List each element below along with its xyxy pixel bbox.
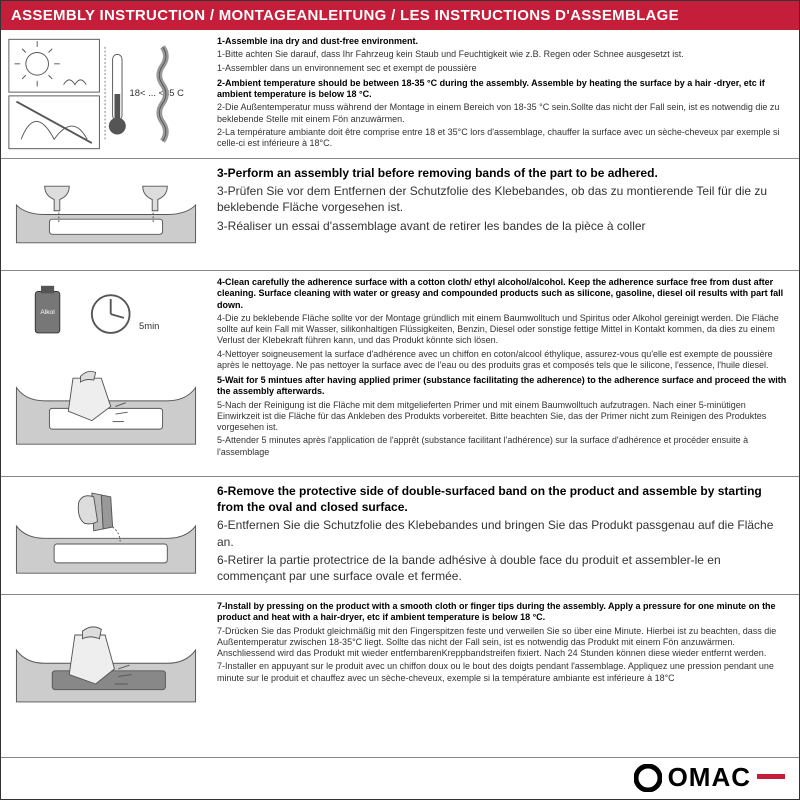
row-step4-5: Alkol 5min 4-Clean carefully the adheren… bbox=[1, 270, 799, 476]
line: 4-Clean carefully the adherence surface … bbox=[217, 277, 789, 311]
wait-label: 5min bbox=[139, 320, 159, 331]
line: 3-Perform an assembly trial before remov… bbox=[217, 165, 789, 181]
illus-peel bbox=[1, 477, 211, 594]
text-step4-5: 4-Clean carefully the adherence surface … bbox=[211, 271, 799, 476]
line: 3-Prüfen Sie vor dem Entfernen der Schut… bbox=[217, 183, 789, 215]
header-title: ASSEMBLY INSTRUCTION / MONTAGEANLEITUNG … bbox=[11, 7, 679, 24]
line: 5-Attender 5 minutes après l'application… bbox=[217, 435, 789, 458]
illus-clean: Alkol 5min bbox=[1, 271, 211, 476]
brand-icon bbox=[634, 764, 662, 792]
line: 2-La température ambiante doit être comp… bbox=[217, 127, 789, 150]
line: 6-Entfernen Sie die Schutzfolie des Kleb… bbox=[217, 517, 789, 549]
line: 4-Nettoyer soigneusement la surface d'ad… bbox=[217, 349, 789, 372]
row-step3: 3-Perform an assembly trial before remov… bbox=[1, 158, 799, 270]
row-step1-2: 18< ... <35 C 1-Assemble ina dry and dus… bbox=[1, 30, 799, 158]
line: 2-Die Außentemperatur muss während der M… bbox=[217, 102, 789, 125]
row-step7: 7-Install by pressing on the product wit… bbox=[1, 594, 799, 724]
text-step7: 7-Install by pressing on the product wit… bbox=[211, 595, 799, 724]
illus-trial bbox=[1, 159, 211, 270]
line: 4-Die zu beklebende Fläche sollte vor de… bbox=[217, 313, 789, 347]
instruction-sheet: ASSEMBLY INSTRUCTION / MONTAGEANLEITUNG … bbox=[0, 0, 800, 800]
line: 1-Bitte achten Sie darauf, dass Ihr Fahr… bbox=[217, 49, 789, 60]
line: 7-Drücken Sie das Produkt gleichmäßig mi… bbox=[217, 626, 789, 660]
brand-logo: OMAC bbox=[634, 762, 785, 793]
line: 5-Nach der Reinigung ist die Fläche mit … bbox=[217, 400, 789, 434]
footer: OMAC bbox=[1, 757, 799, 799]
instruction-rows: 18< ... <35 C 1-Assemble ina dry and dus… bbox=[1, 30, 799, 757]
line: 3-Réaliser un essai d'assemblage avant d… bbox=[217, 218, 789, 234]
line: 1-Assembler dans un environnement sec et… bbox=[217, 63, 789, 74]
text-step6: 6-Remove the protective side of double-s… bbox=[211, 477, 799, 594]
brand-name: OMAC bbox=[668, 762, 751, 793]
header-bar: ASSEMBLY INSTRUCTION / MONTAGEANLEITUNG … bbox=[1, 1, 799, 30]
alcohol-label: Alkol bbox=[40, 309, 55, 316]
line: 5-Wait for 5 mintues after having applie… bbox=[217, 375, 789, 398]
row-step6: 6-Remove the protective side of double-s… bbox=[1, 476, 799, 594]
line: 2-Ambient temperature should be between … bbox=[217, 78, 789, 101]
line: 7-Installer en appuyant sur le produit a… bbox=[217, 661, 789, 684]
temp-range-label: 18< ... <35 C bbox=[130, 87, 185, 98]
line: 1-Assemble ina dry and dust-free environ… bbox=[217, 36, 789, 47]
illus-press bbox=[1, 595, 211, 724]
brand-accent bbox=[757, 774, 785, 781]
line: 7-Install by pressing on the product wit… bbox=[217, 601, 789, 624]
illus-temperature: 18< ... <35 C bbox=[1, 30, 211, 158]
text-step1-2: 1-Assemble ina dry and dust-free environ… bbox=[211, 30, 799, 158]
text-step3: 3-Perform an assembly trial before remov… bbox=[211, 159, 799, 270]
line: 6-Retirer la partie protectrice de la ba… bbox=[217, 552, 789, 584]
line: 6-Remove the protective side of double-s… bbox=[217, 483, 789, 515]
